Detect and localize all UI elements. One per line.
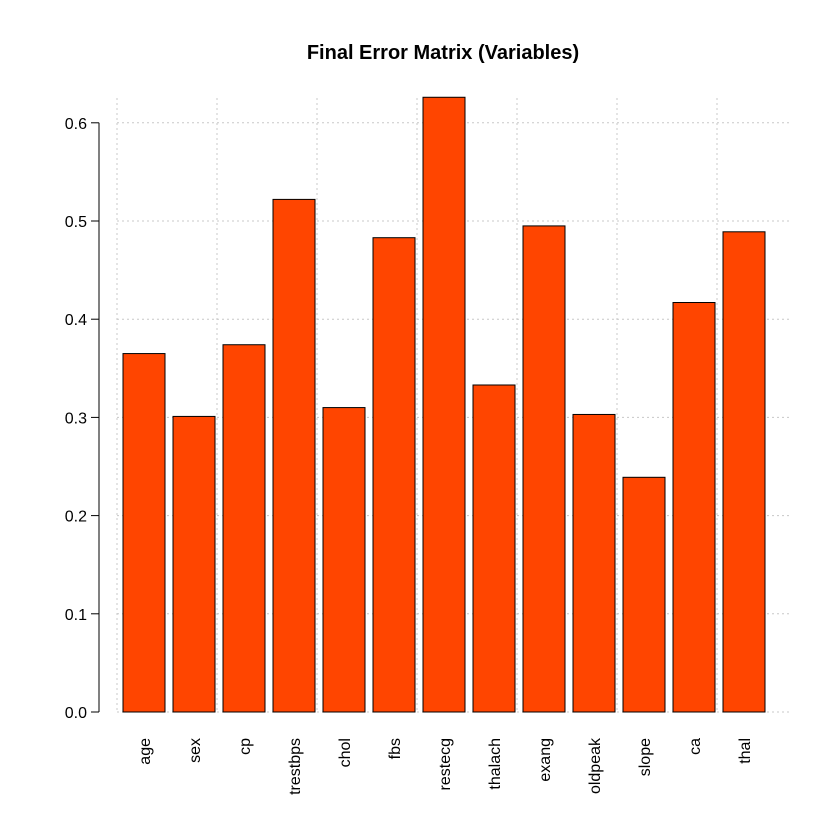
category-label-chol: chol (337, 738, 354, 767)
category-label-ca: ca (687, 738, 704, 755)
category-label-thalach: thalach (487, 738, 504, 790)
category-label-restecg: restecg (437, 738, 454, 790)
bar-thal (722, 231, 766, 713)
bar-restecg (422, 96, 466, 713)
bars (122, 96, 766, 713)
y-axis: 0.0 0.1 0.2 0.3 0.4 0.5 0.6 (65, 116, 100, 722)
y-tick-label: 0.5 (65, 214, 87, 231)
y-tick-label: 0.1 (65, 607, 87, 624)
bar-exang (522, 225, 566, 713)
category-label-sex: sex (187, 738, 204, 763)
bar-ca (672, 302, 716, 713)
chart-title: Final Error Matrix (Variables) (307, 42, 579, 64)
bar-trestbps (272, 198, 316, 713)
bar-fbs (372, 237, 416, 713)
y-tick-label: 0.4 (65, 312, 87, 329)
category-label-slope: slope (637, 738, 654, 776)
category-label-exang: exang (537, 738, 554, 782)
category-label-cp: cp (237, 738, 254, 755)
bar-oldpeak (572, 413, 616, 713)
y-tick-label: 0.3 (65, 410, 87, 427)
category-label-fbs: fbs (387, 738, 404, 759)
y-tick-label: 0.0 (65, 705, 87, 722)
bar-cp (222, 344, 266, 713)
category-label-trestbps: trestbps (287, 738, 304, 795)
bar-thalach (472, 384, 516, 713)
category-label-oldpeak: oldpeak (587, 737, 604, 794)
category-label-thal: thal (737, 738, 754, 764)
y-tick-label: 0.2 (65, 509, 87, 526)
bar-slope (622, 476, 666, 713)
category-labels: age sex cp trestbps chol fbs restecg thalach exa… (137, 737, 754, 795)
bar-age (122, 353, 166, 713)
y-tick-label: 0.6 (65, 116, 87, 133)
bar-chol (322, 407, 366, 713)
category-label-age: age (137, 738, 154, 765)
bar-sex (172, 415, 216, 713)
